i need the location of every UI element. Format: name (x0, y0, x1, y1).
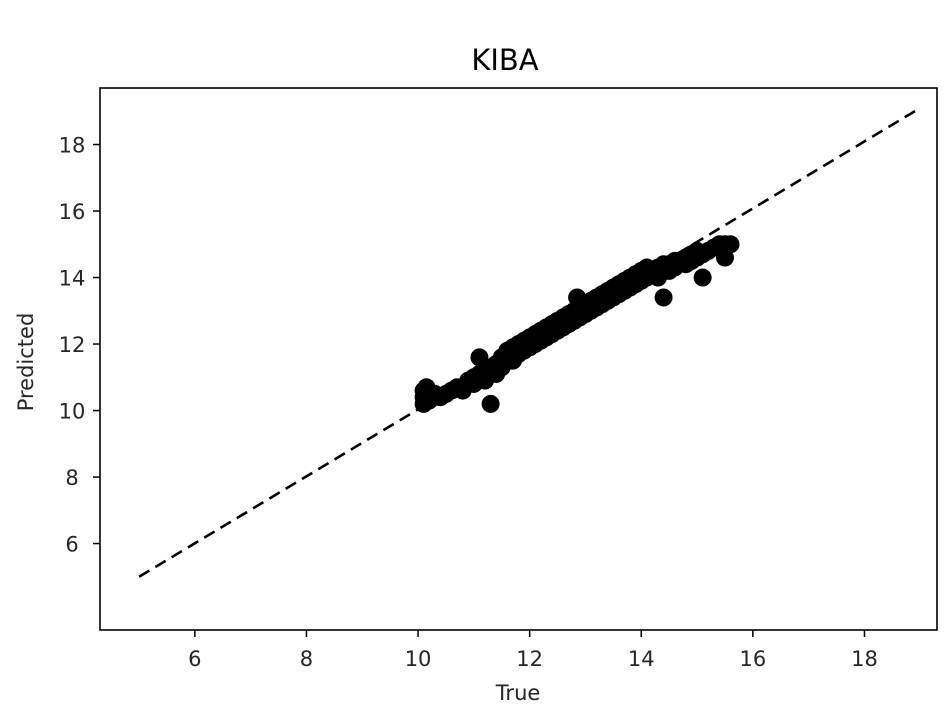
data-points (414, 235, 740, 413)
x-axis-ticks: 6 8 10 12 14 16 18 (188, 630, 878, 671)
y-tick-label: 16 (59, 200, 86, 224)
data-point (721, 235, 740, 254)
y-tick-label: 14 (59, 267, 86, 291)
y-tick-label: 10 (59, 400, 86, 424)
x-tick-label: 18 (851, 647, 878, 671)
y-tick-label: 18 (59, 134, 86, 158)
x-tick-label: 14 (628, 647, 655, 671)
data-point (693, 268, 712, 287)
x-tick-label: 6 (188, 647, 201, 671)
x-tick-label: 10 (405, 647, 432, 671)
y-axis-label: Predicted (14, 313, 38, 412)
x-tick-label: 8 (300, 647, 313, 671)
chart-title: KIBA (471, 43, 538, 77)
y-tick-label: 8 (65, 466, 78, 490)
data-point (654, 288, 673, 307)
y-tick-label: 6 (65, 533, 78, 557)
x-tick-label: 16 (739, 647, 766, 671)
y-axis-ticks: 6 8 10 12 14 16 18 (59, 134, 100, 557)
data-point (481, 394, 500, 413)
y-tick-label: 12 (59, 333, 86, 357)
x-tick-label: 12 (516, 647, 543, 671)
x-axis-label: True (495, 681, 541, 705)
plot-frame (99, 87, 938, 631)
